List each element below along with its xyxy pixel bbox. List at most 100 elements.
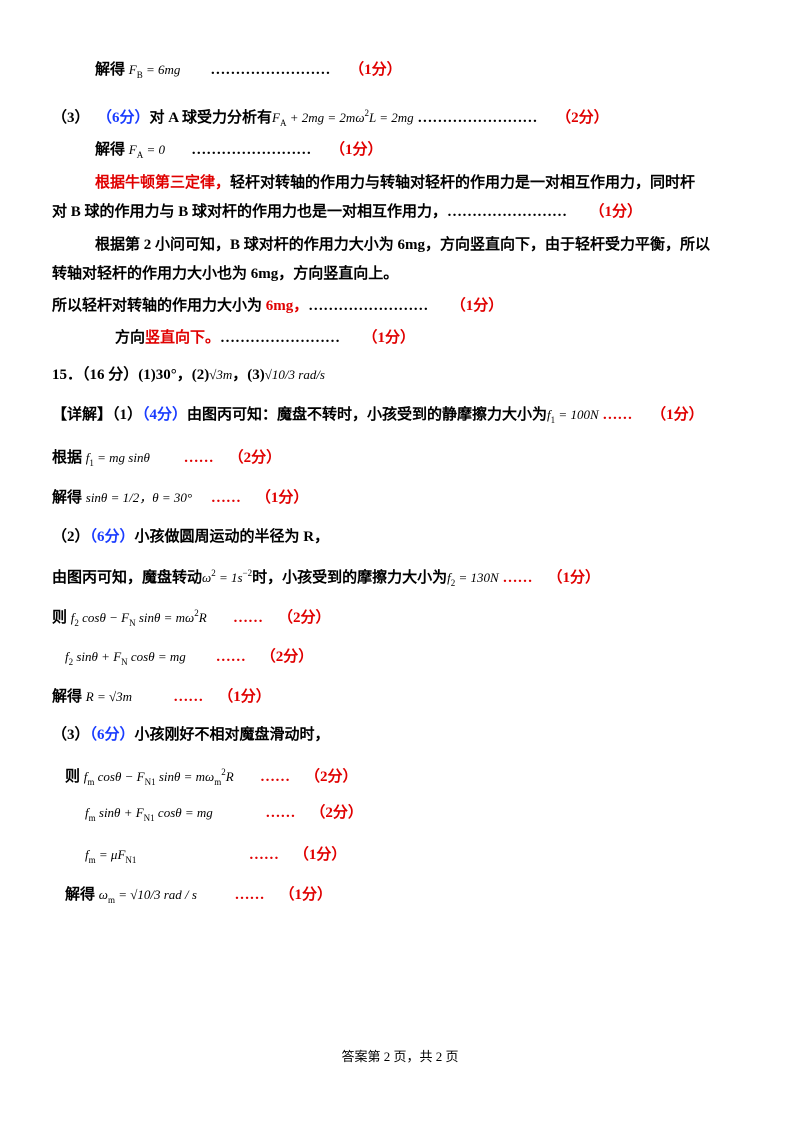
text-segment: = mg sinθ [93, 450, 150, 465]
text-segment: cosθ = mg [127, 649, 186, 664]
text-segment: …… [136, 847, 294, 863]
text-segment: 对 B 球的作用力与 B 球对杆的作用力也是一对相互作用力，…………………… [52, 204, 590, 220]
text-line: 根据第 2 小问可知，B 球对杆的作用力大小为 6mg，方向竖直向下，由于轻杆受… [95, 235, 710, 255]
text-segment: （6分） [97, 110, 150, 126]
text-segment: sinθ + F [73, 649, 122, 664]
text-segment: （2分） [304, 769, 358, 785]
text-segment: …… [192, 490, 256, 506]
text-segment: （3） [52, 727, 90, 743]
text-segment: N [129, 618, 136, 628]
text-segment: = 6mg [142, 62, 181, 77]
text-segment: m [214, 777, 222, 787]
text-segment: 15．（16 分）(1)30°，(2) [52, 367, 210, 383]
text-line: （2）（6分）小孩做圆周运动的半径为 R， [52, 527, 329, 547]
text-segment: 1 [550, 415, 556, 425]
text-segment: f [83, 769, 88, 784]
text-segment: 【详解】（1） [52, 407, 143, 423]
text-segment: F [128, 62, 137, 77]
text-segment: 根据第 2 小问可知，B 球对杆的作用力大小为 6mg，方向竖直向下，由于轻杆受… [95, 237, 711, 253]
text-segment: 竖直向下。 [145, 330, 221, 346]
text-line: 方向竖直向下。…………………… （1分） [115, 328, 415, 348]
text-segment: （2分） [277, 610, 331, 626]
text-segment: 方向 [115, 330, 146, 346]
text-segment: 根据 [52, 450, 86, 466]
text-segment: 2 [194, 608, 199, 618]
text-segment: cosθ = mg [154, 805, 213, 820]
text-segment: 2 [450, 578, 456, 588]
text-segment: 1 [89, 458, 94, 468]
footer: 答案第 2 页，共 2 页 [341, 1049, 459, 1064]
text-segment: = μF [95, 847, 126, 862]
text-segment: …… [498, 570, 548, 586]
text-segment: （1分） [349, 62, 402, 78]
text-segment: ，(3) [232, 367, 265, 383]
text-segment: f [85, 847, 89, 862]
text-line: 根据牛顿第三定律，轻杆对转轴的作用力与转轴对轻杆的作用力是一对相互作用力，同时杆 [95, 173, 695, 193]
text-segment: 解得 [95, 142, 129, 158]
text-line: 【详解】（1）（4分）由图丙可知：魔盘不转时，小孩受到的静摩擦力大小为f1 = … [52, 405, 704, 430]
text-segment: 解得 [95, 62, 129, 78]
text-segment: 2 [68, 657, 74, 667]
text-segment: = 100N [555, 407, 599, 422]
text-segment: N [121, 657, 128, 667]
text-segment: B [136, 70, 143, 80]
text-segment: （1分） [330, 142, 383, 158]
text-segment: 2 [211, 568, 216, 578]
text-segment: …… [598, 407, 652, 423]
text-segment: N1 [143, 813, 155, 823]
text-segment: …………………… [413, 110, 557, 126]
text-segment: （1分） [218, 689, 271, 705]
text-segment: …………………… [165, 142, 330, 158]
text-segment: …… [196, 887, 280, 903]
text-segment: 轻杆对转轴的作用力与转轴对轻杆的作用力是一对相互作用力，同时杆 [230, 175, 696, 191]
text-line: （3）（6分）小孩刚好不相对魔盘滑动时， [52, 725, 330, 745]
text-segment: 小孩刚好不相对魔盘滑动时， [134, 727, 330, 743]
text-line: 解得 FB = 6mg …………………… （1分） [95, 60, 402, 85]
text-segment: 小孩做圆周运动的半径为 R， [134, 529, 330, 545]
text-segment: R [225, 769, 234, 784]
text-segment: 解得 [52, 490, 86, 506]
text-segment: f [85, 450, 90, 465]
text-segment: （2分） [260, 649, 314, 665]
text-segment: （1分） [279, 887, 332, 903]
text-segment: （1分） [362, 330, 416, 346]
text-segment: （4分） [142, 407, 188, 423]
text-segment: …… [233, 769, 305, 785]
text-segment: …………………… [220, 330, 363, 346]
text-line: f2 sinθ + FN cosθ = mg …… （2分） [65, 647, 313, 672]
text-segment: m [87, 777, 95, 787]
text-segment: A [136, 150, 144, 160]
text-segment: 则 [65, 769, 84, 785]
text-line: 解得 ωm = √10/3 rad / s …… （1分） [65, 885, 332, 910]
text-segment: …… [132, 689, 219, 705]
text-segment: （3） [52, 110, 98, 126]
text-segment: （1分） [589, 204, 643, 220]
text-segment: f [447, 570, 451, 585]
text-segment: cosθ − F [94, 769, 145, 784]
text-segment: （1分） [255, 490, 309, 506]
text-segment: A [280, 118, 287, 128]
text-segment: （2分） [310, 805, 363, 821]
text-segment: f [547, 407, 551, 422]
text-segment: m [88, 855, 96, 865]
text-segment: 2 [221, 767, 226, 777]
text-segment: …………………… [180, 62, 350, 78]
text-line: 解得 FA = 0 …………………… （1分） [95, 140, 383, 165]
text-line: 由图丙可知，魔盘转动ω2 = 1s−2时，小孩受到的摩擦力大小为f2 = 130… [52, 563, 600, 593]
text-segment: sinθ + F [95, 805, 144, 820]
text-segment: …… [212, 805, 311, 821]
text-segment: m [88, 813, 96, 823]
text-segment: 时，小孩受到的摩擦力大小为 [252, 570, 448, 586]
text-segment: 解得 [52, 689, 86, 705]
text-segment: ω [98, 887, 108, 902]
text-segment: F [128, 142, 137, 157]
text-segment: √10/3 rad/s [264, 367, 325, 382]
text-segment: sinθ = 1/2，θ = 30° [85, 490, 193, 505]
text-segment: = 0 [143, 142, 165, 157]
text-segment: （2分） [228, 450, 282, 466]
text-segment: = √10/3 rad / s [114, 887, 197, 902]
text-segment: （2） [52, 529, 90, 545]
text-segment: 由图丙可知：魔盘不转时，小孩受到的静摩擦力大小为 [187, 407, 548, 423]
text-segment: （2分） [556, 110, 609, 126]
text-line: 所以轻杆对转轴的作用力大小为 6mg，…………………… （1分） [52, 296, 503, 316]
